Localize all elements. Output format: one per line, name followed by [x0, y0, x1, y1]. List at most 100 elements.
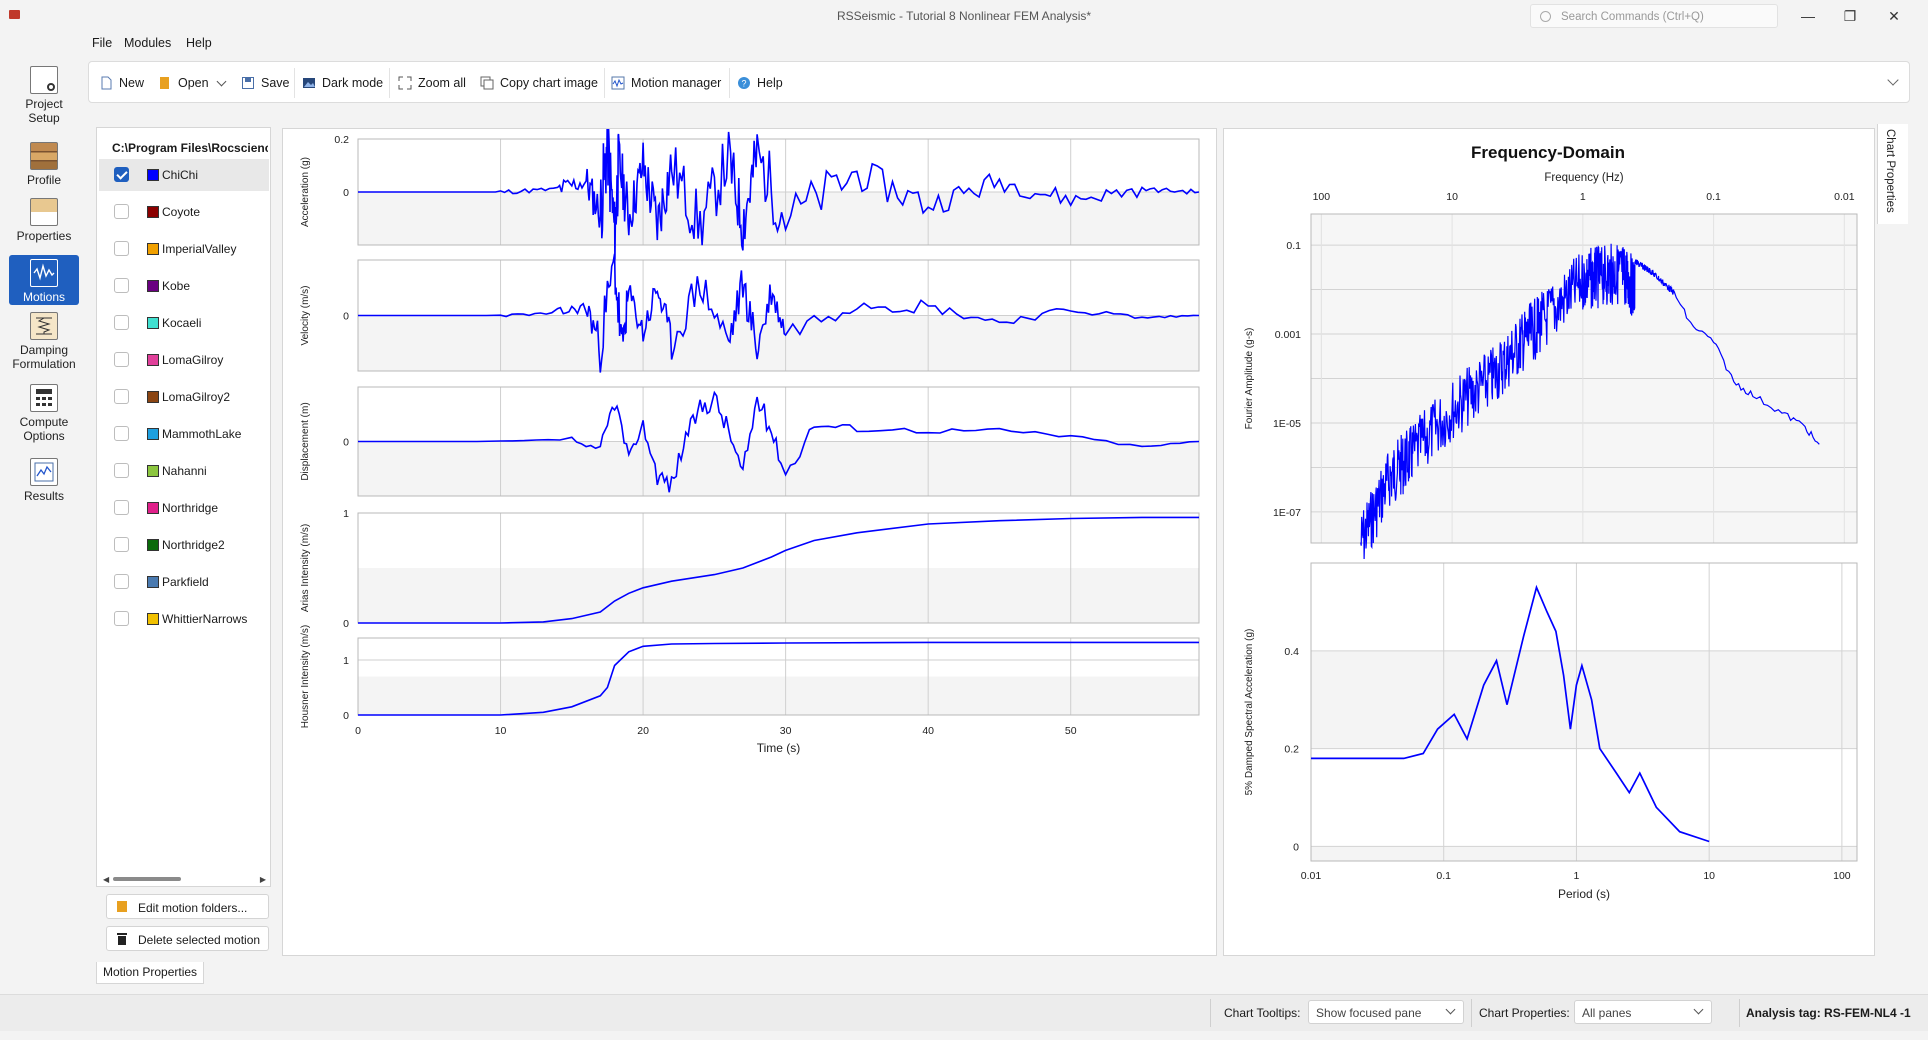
- frequency-domain-chart-panel[interactable]: Frequency-Domain 100 10 1 0.1 0.01 Frequency (…: [1223, 128, 1875, 956]
- motion-item[interactable]: Parkfield: [99, 566, 269, 598]
- status-bar: Chart Tooltips: Show focused pane Chart …: [0, 994, 1928, 1031]
- menu-file[interactable]: File: [92, 36, 113, 50]
- motion-item[interactable]: ChiChi: [99, 159, 269, 191]
- x-tick-label: 0: [355, 725, 361, 737]
- chart-tooltips-dropdown[interactable]: Show focused pane: [1308, 1000, 1464, 1024]
- motion-checkbox[interactable]: [114, 241, 129, 256]
- motion-item[interactable]: MammothLake: [99, 418, 269, 450]
- open-folder-icon: [160, 77, 169, 89]
- y-tick-label: 1: [343, 655, 349, 667]
- restore-button[interactable]: ❐: [1843, 8, 1857, 24]
- y-tick-label: 0: [343, 187, 349, 199]
- motion-color-swatch: [147, 502, 159, 514]
- plot-band: [358, 192, 1199, 245]
- motion-checkbox[interactable]: [114, 537, 129, 552]
- chart-properties-label: Chart Properties:: [1479, 1006, 1570, 1020]
- motion-properties-tab[interactable]: Motion Properties: [96, 962, 205, 984]
- delete-selected-motion-button[interactable]: Delete selected motion: [106, 926, 269, 951]
- x-axis-label: Period (s): [1558, 887, 1610, 901]
- motion-item[interactable]: Kocaeli: [99, 307, 269, 339]
- motion-checkbox[interactable]: [114, 389, 129, 404]
- y-axis-label: Velocity (m/s): [300, 285, 311, 345]
- motion-checkbox[interactable]: [114, 315, 129, 330]
- motion-checkbox[interactable]: [114, 278, 129, 293]
- plot-band: [358, 260, 1199, 316]
- x-tick-label: 10: [1703, 870, 1715, 882]
- scroll-left-icon[interactable]: ◀: [103, 875, 110, 884]
- plot-frame: [1310, 562, 1858, 862]
- nav-label: Motions: [22, 290, 66, 304]
- nav-project-setup[interactable]: Project Setup: [9, 66, 79, 128]
- motion-checkbox[interactable]: [114, 167, 129, 182]
- nav-motions[interactable]: Motions: [9, 255, 79, 305]
- motion-item[interactable]: Kobe: [99, 270, 269, 302]
- motion-checkbox[interactable]: [114, 463, 129, 478]
- minimize-button[interactable]: —: [1801, 8, 1815, 24]
- time-domain-charts[interactable]: 0 0.2 Acceleration (g) 0 Velocity (m/s) 0 Disp…: [283, 102, 1216, 955]
- help-button[interactable]: ? Help: [737, 74, 783, 92]
- copy-chart-image-button[interactable]: Copy chart image: [480, 74, 598, 92]
- motion-item[interactable]: LomaGilroy: [99, 344, 269, 376]
- motion-item[interactable]: Northridge: [99, 492, 269, 524]
- save-button[interactable]: Save: [241, 74, 290, 92]
- scrollbar-thumb[interactable]: [113, 877, 181, 881]
- nav-label: Options: [23, 429, 65, 443]
- edit-properties-icon: [30, 198, 58, 226]
- command-search-box[interactable]: Search Commands (Ctrl+Q): [1530, 4, 1778, 28]
- motion-color-swatch: [147, 169, 159, 181]
- motion-manager-label: Motion manager: [631, 76, 722, 90]
- motion-list-panel: C:\Program Files\Rocscience ChiChi Coyote…: [96, 127, 271, 887]
- motion-checkbox[interactable]: [114, 500, 129, 515]
- motion-item[interactable]: Coyote: [99, 196, 269, 228]
- x-axis-label: Time (s): [757, 741, 801, 755]
- nav-results[interactable]: Results: [9, 458, 79, 506]
- nav-profile[interactable]: Profile: [9, 142, 79, 190]
- chart-properties-tab-label: Chart Properties: [1884, 129, 1896, 213]
- horizontal-scrollbar[interactable]: ◀ ▶: [103, 875, 266, 884]
- series-line: [358, 253, 1200, 373]
- motion-color-swatch: [147, 465, 159, 477]
- motion-color-swatch: [147, 391, 159, 403]
- time-domain-chart-panel[interactable]: 0 0.2 Acceleration (g) 0 Velocity (m/s) 0 Disp…: [282, 102, 1217, 956]
- nav-compute-options[interactable]: Compute Options: [9, 384, 79, 444]
- chart-properties-dropdown[interactable]: All panes: [1574, 1000, 1712, 1024]
- motion-checkbox[interactable]: [114, 204, 129, 219]
- motion-item[interactable]: Northridge2: [99, 529, 269, 561]
- zoom-all-button[interactable]: Zoom all: [398, 74, 466, 92]
- menu-help[interactable]: Help: [186, 36, 212, 50]
- motion-item[interactable]: LomaGilroy2: [99, 381, 269, 413]
- motion-manager-button[interactable]: Motion manager: [611, 74, 721, 92]
- y-axis-label: Fourier Amplitude (g-s): [1244, 328, 1255, 430]
- new-button[interactable]: New: [99, 74, 144, 92]
- menu-modules[interactable]: Modules: [124, 36, 172, 50]
- toolbar-separator: [294, 68, 295, 98]
- plot-frame: [357, 637, 1200, 716]
- fourier-subplot: 100 10 1 0.1 0.01 Frequency (Hz) 0.1 0.001 1E-05…: [1244, 172, 1858, 560]
- motion-checkbox[interactable]: [114, 574, 129, 589]
- chevron-down-icon[interactable]: [216, 76, 227, 86]
- motion-item[interactable]: ImperialValley: [99, 233, 269, 265]
- edit-motion-folders-button[interactable]: Edit motion folders...: [106, 894, 269, 919]
- motion-checkbox[interactable]: [114, 611, 129, 626]
- spring-icon: [30, 312, 58, 340]
- motion-item[interactable]: WhittierNarrows: [99, 603, 269, 635]
- motion-name: WhittierNarrows: [162, 612, 248, 626]
- dark-mode-button[interactable]: Dark mode: [302, 74, 383, 92]
- motion-checkbox[interactable]: [114, 352, 129, 367]
- open-button[interactable]: Open: [158, 74, 227, 92]
- spectral-acceleration-subplot: 0 0.2 0.4 0.01 0.1 1 10 100 Period (s) 5% Damped …: [1244, 562, 1858, 901]
- motion-checkbox[interactable]: [114, 426, 129, 441]
- delete-selected-motion-label: Delete selected motion: [138, 933, 261, 947]
- close-button[interactable]: ✕: [1888, 8, 1900, 24]
- zoom-all-icon: [398, 76, 412, 90]
- nav-damping-formulation[interactable]: Damping Formulation: [9, 312, 79, 372]
- toolbar-expand-chevron-icon[interactable]: [1887, 74, 1899, 86]
- motion-name: LomaGilroy: [162, 353, 224, 367]
- scroll-right-icon[interactable]: ▶: [259, 875, 266, 884]
- y-tick-label: 0: [343, 437, 349, 449]
- motion-item[interactable]: Nahanni: [99, 455, 269, 487]
- nav-properties[interactable]: Properties: [9, 198, 79, 250]
- chart-properties-tab[interactable]: Chart Properties: [1877, 124, 1908, 224]
- y-tick-label: 1: [343, 508, 349, 520]
